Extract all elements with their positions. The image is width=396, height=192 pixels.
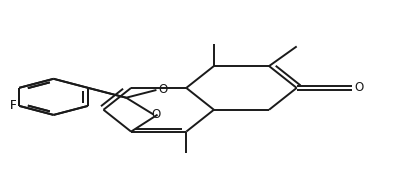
Text: O: O (158, 84, 168, 96)
Text: O: O (151, 108, 160, 121)
Text: F: F (10, 99, 16, 112)
Text: F: F (10, 99, 16, 112)
Text: O: O (354, 81, 364, 94)
